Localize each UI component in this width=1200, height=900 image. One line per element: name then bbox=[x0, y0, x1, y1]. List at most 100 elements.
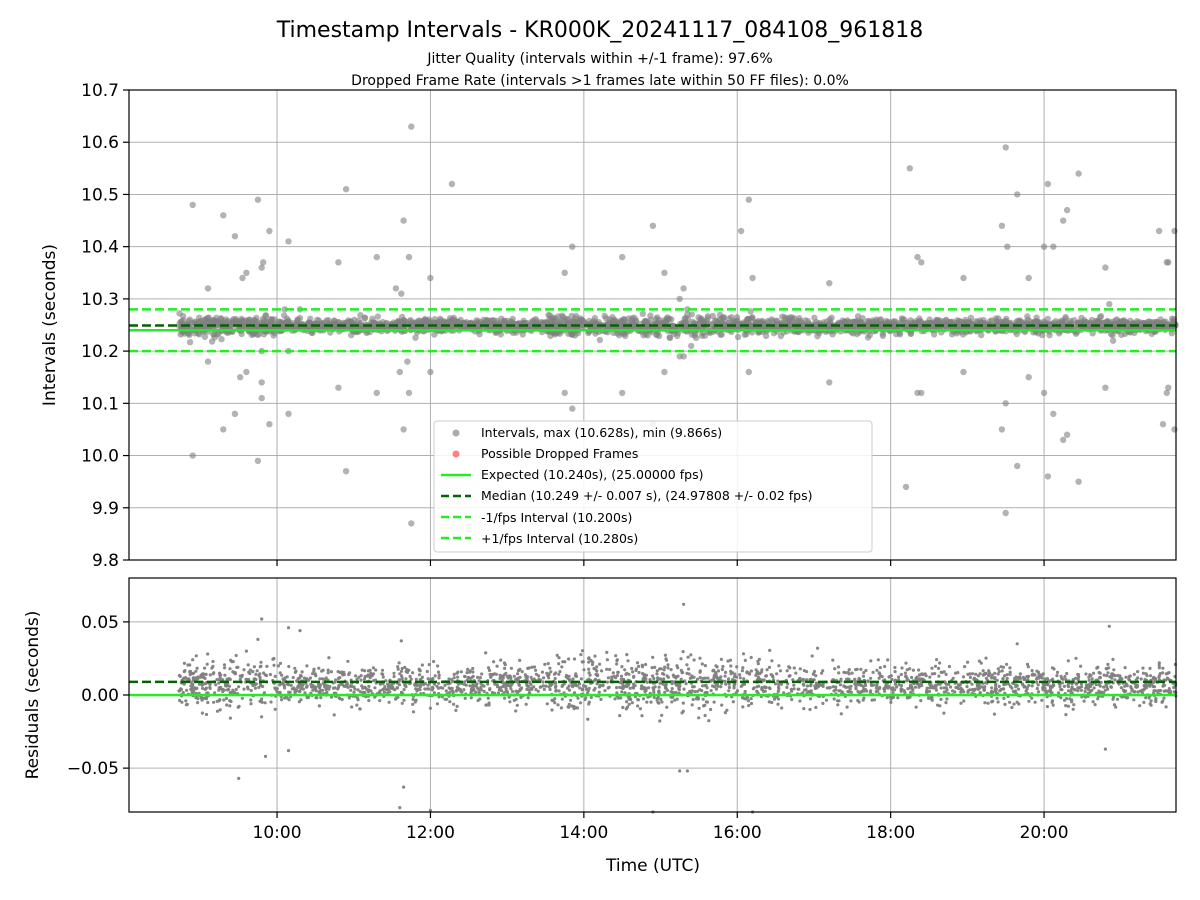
band-point bbox=[334, 678, 338, 682]
band-point bbox=[580, 649, 585, 653]
outlier-point bbox=[1163, 389, 1171, 397]
band-point bbox=[1167, 687, 1171, 691]
band-point bbox=[735, 689, 740, 693]
band-point bbox=[847, 668, 851, 672]
band-point bbox=[920, 684, 924, 688]
band-point bbox=[600, 669, 604, 673]
band-point bbox=[720, 667, 724, 672]
band-point bbox=[1104, 667, 1108, 671]
band-point bbox=[615, 673, 620, 678]
band-point bbox=[347, 696, 351, 700]
band-point bbox=[1005, 676, 1009, 681]
band-point bbox=[689, 653, 693, 657]
outlier-point bbox=[1063, 431, 1071, 438]
band-point bbox=[605, 667, 609, 671]
band-point bbox=[268, 672, 272, 677]
legend-entry-median: Median (10.249 +/- 0.007 s), (24.97808 +… bbox=[481, 488, 812, 503]
band-point bbox=[311, 672, 315, 676]
band-point bbox=[834, 688, 838, 692]
band-point bbox=[1064, 704, 1068, 708]
band-point bbox=[214, 683, 218, 687]
band-point bbox=[616, 670, 620, 674]
band-point bbox=[1148, 702, 1152, 706]
band-point bbox=[210, 666, 214, 670]
band-point bbox=[654, 314, 661, 321]
intervals-y-ticks: 9.89.910.010.110.210.310.410.510.610.7 bbox=[81, 81, 129, 571]
band-point bbox=[703, 713, 707, 718]
band-point bbox=[508, 700, 512, 704]
band-point bbox=[792, 666, 796, 670]
band-point bbox=[396, 667, 400, 671]
band-point bbox=[651, 655, 655, 660]
band-point bbox=[1157, 666, 1161, 670]
band-point bbox=[202, 696, 206, 700]
band-point bbox=[557, 656, 561, 660]
band-point bbox=[554, 688, 558, 692]
band-point bbox=[665, 705, 669, 709]
band-point bbox=[326, 668, 330, 672]
band-point bbox=[518, 658, 522, 663]
band-point bbox=[338, 676, 342, 680]
band-point bbox=[749, 697, 753, 701]
band-point bbox=[845, 677, 849, 681]
band-point bbox=[743, 689, 747, 694]
outlier-point bbox=[373, 253, 380, 261]
band-point bbox=[1154, 697, 1158, 701]
band-point bbox=[903, 691, 907, 695]
band-point bbox=[821, 669, 825, 673]
band-point bbox=[947, 664, 952, 669]
band-point bbox=[885, 696, 889, 700]
band-point bbox=[437, 676, 441, 680]
band-point bbox=[1124, 675, 1128, 679]
band-point bbox=[273, 674, 277, 679]
band-point bbox=[954, 685, 958, 690]
band-point bbox=[420, 675, 424, 679]
band-point bbox=[471, 670, 475, 674]
band-point bbox=[1127, 317, 1134, 324]
band-point bbox=[203, 666, 207, 670]
band-point bbox=[1096, 697, 1100, 701]
band-point bbox=[1161, 671, 1165, 675]
band-point bbox=[990, 686, 994, 690]
band-point bbox=[839, 712, 843, 716]
band-point bbox=[764, 674, 769, 678]
band-point bbox=[1123, 684, 1127, 688]
band-point bbox=[184, 699, 188, 703]
band-point bbox=[886, 658, 890, 662]
band-point bbox=[553, 685, 558, 690]
band-point bbox=[640, 714, 644, 718]
band-point bbox=[864, 334, 872, 341]
band-point bbox=[235, 665, 239, 670]
band-point bbox=[765, 668, 769, 672]
band-point bbox=[718, 315, 726, 322]
outlier-point bbox=[914, 253, 921, 261]
band-point bbox=[828, 314, 835, 321]
band-point bbox=[740, 696, 745, 700]
band-point bbox=[1138, 704, 1142, 708]
band-point bbox=[917, 685, 921, 689]
band-point bbox=[1021, 683, 1025, 687]
band-point bbox=[559, 706, 564, 710]
band-point bbox=[690, 703, 694, 707]
band-point bbox=[816, 685, 820, 689]
band-point bbox=[408, 674, 412, 679]
band-point bbox=[979, 661, 983, 665]
band-point bbox=[179, 687, 183, 691]
band-point bbox=[1060, 688, 1064, 692]
band-point bbox=[703, 664, 708, 668]
band-point bbox=[1118, 677, 1122, 681]
y-tick-label: 10.6 bbox=[81, 133, 119, 153]
band-point bbox=[227, 684, 232, 688]
band-point bbox=[949, 685, 953, 689]
outlier-point bbox=[906, 165, 913, 172]
band-point bbox=[876, 658, 880, 662]
band-point bbox=[625, 700, 629, 704]
band-point bbox=[1168, 330, 1176, 337]
outlier-point bbox=[392, 285, 400, 292]
band-point bbox=[615, 686, 619, 690]
band-point bbox=[698, 670, 702, 674]
outlier-point bbox=[1040, 389, 1048, 397]
band-point bbox=[180, 700, 184, 704]
band-point bbox=[217, 681, 221, 685]
band-point bbox=[780, 706, 784, 710]
